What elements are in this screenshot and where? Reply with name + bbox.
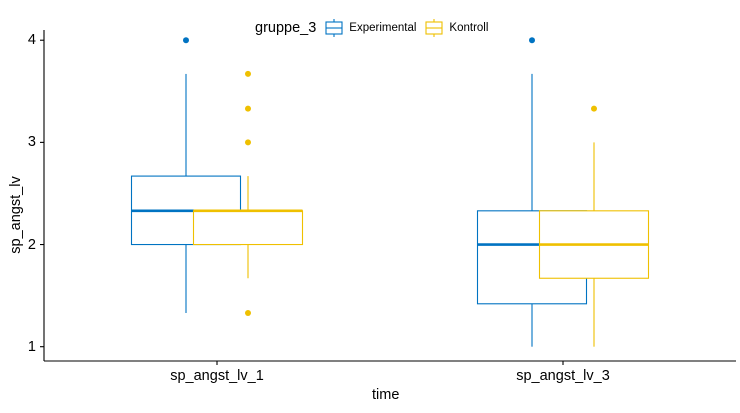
outlier-point — [591, 105, 597, 112]
outlier-point — [245, 139, 251, 146]
iqr-box — [192, 210, 304, 246]
y-tick-label: 3 — [27, 134, 36, 151]
legend-label-kontroll: Kontroll — [449, 22, 489, 34]
legend-item-experimental[interactable]: Experimental — [324, 18, 416, 38]
y-tick-label: 1 — [27, 338, 36, 355]
legend-item-kontroll[interactable]: Kontroll — [424, 18, 488, 38]
legend-key-experimental — [324, 18, 344, 38]
legend-key-kontroll — [424, 18, 444, 38]
legend-label-experimental: Experimental — [349, 22, 417, 34]
outlier-point — [245, 105, 251, 112]
outlier-point — [245, 70, 251, 77]
outlier-point — [529, 37, 535, 44]
legend-title: gruppe_3 — [255, 20, 317, 36]
y-axis-title: sp_angst_lv — [8, 176, 24, 254]
outlier-point — [245, 309, 251, 316]
x-tick-label: sp_angst_lv_3 — [516, 368, 610, 384]
x-tick-label: sp_angst_lv_1 — [170, 368, 264, 384]
legend: gruppe_3 Experimental Kontroll — [255, 18, 496, 38]
plot-marks — [130, 37, 650, 347]
axis-ticks — [40, 39, 564, 365]
x-axis-title: time — [372, 387, 400, 403]
y-tick-label: 2 — [27, 236, 36, 253]
y-tick-label: 4 — [27, 32, 36, 49]
outlier-point — [183, 37, 189, 44]
